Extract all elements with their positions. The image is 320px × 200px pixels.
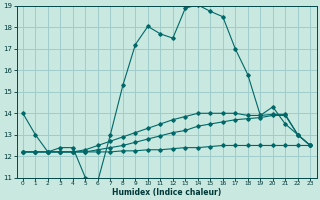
X-axis label: Humidex (Indice chaleur): Humidex (Indice chaleur) [112, 188, 221, 197]
